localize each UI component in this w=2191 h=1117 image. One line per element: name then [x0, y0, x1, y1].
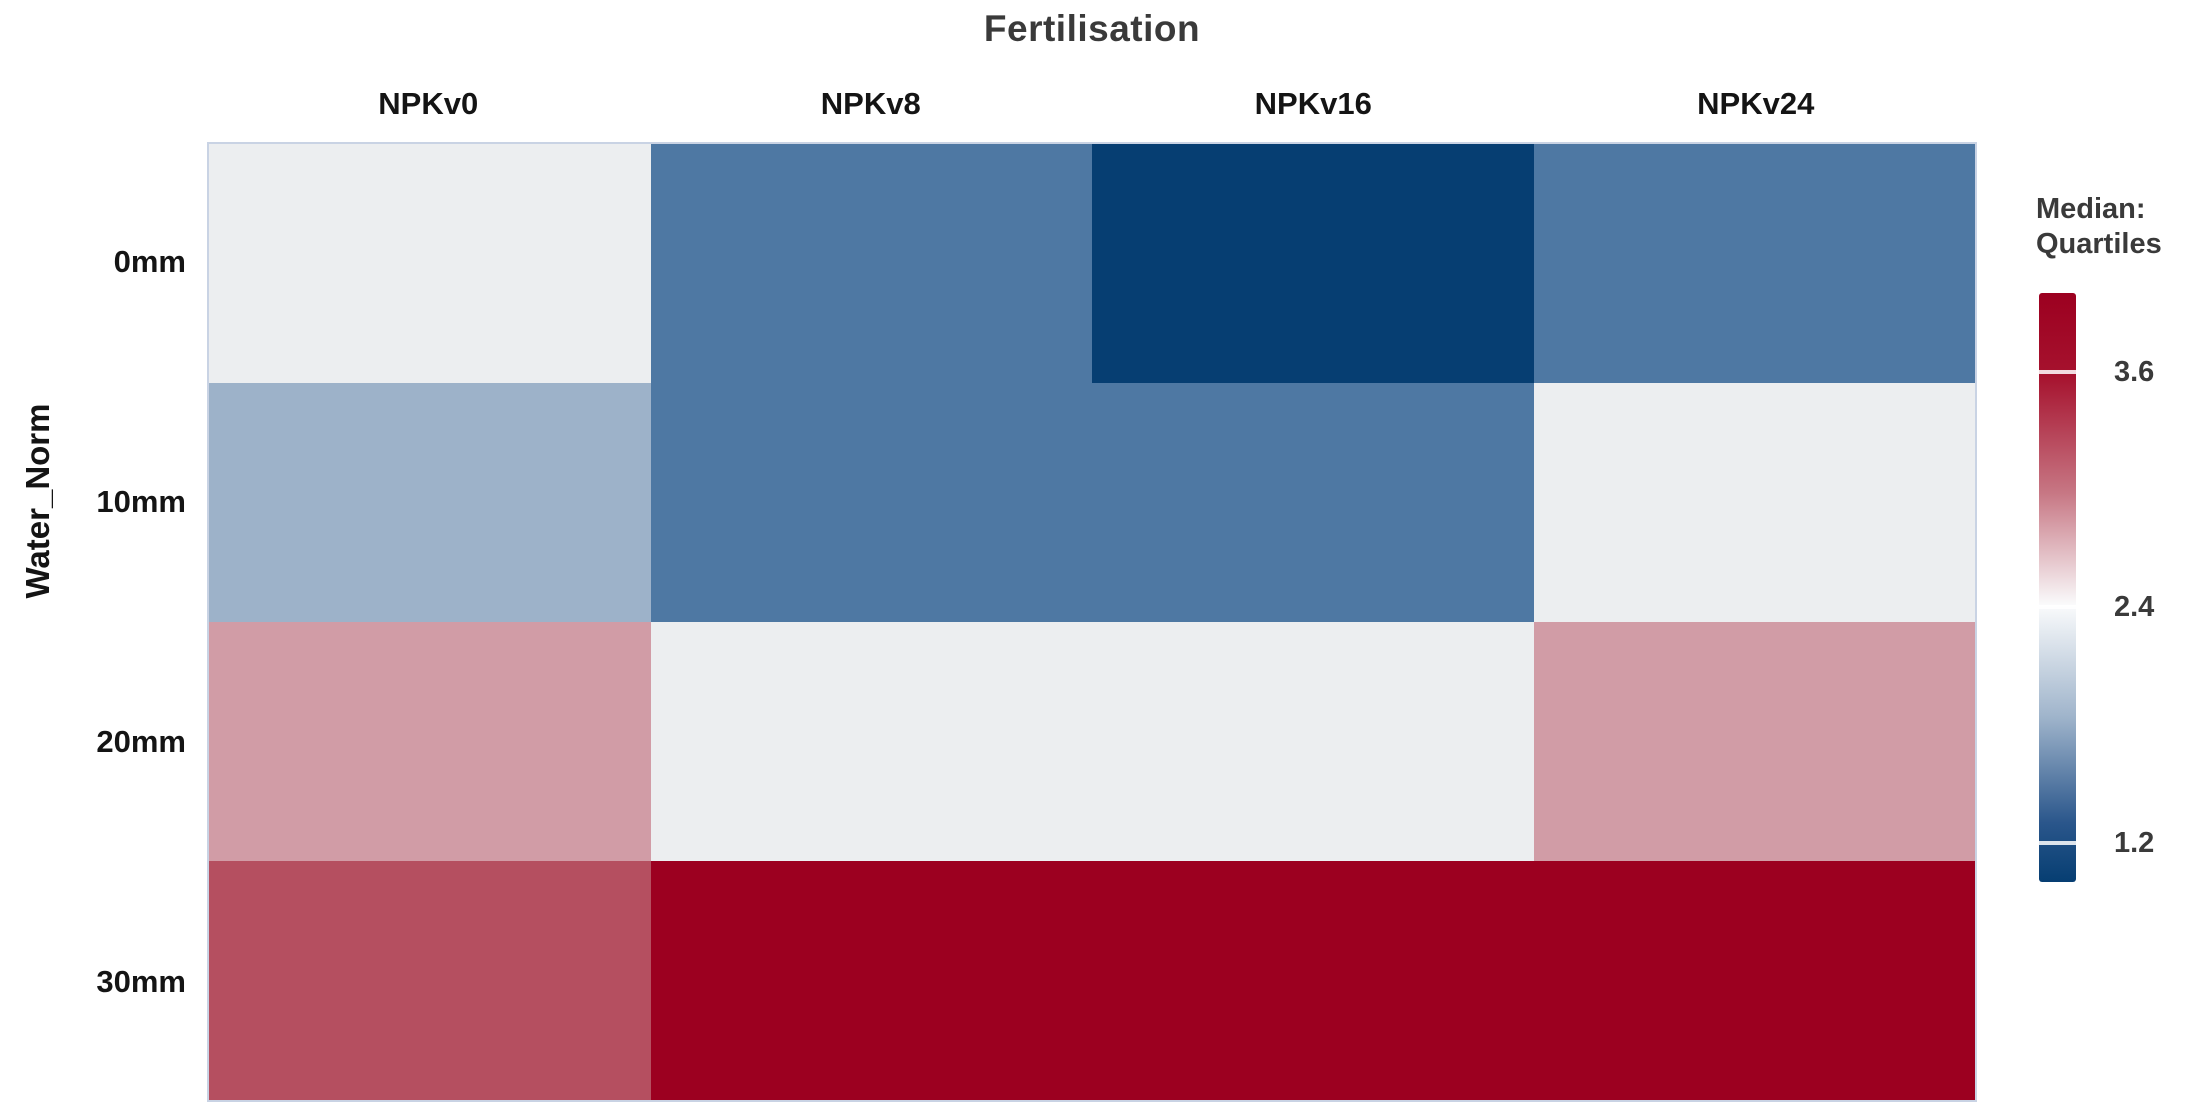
heatmap-cell-20mm-NPKv16[interactable] [1092, 622, 1534, 861]
colorbar-tickline-3.6 [2039, 369, 2076, 374]
heatmap-cell-0mm-NPKv0[interactable] [209, 144, 651, 383]
heatmap-cell-10mm-NPKv16[interactable] [1092, 383, 1534, 622]
x-axis-label-npkv0: NPKv0 [378, 86, 479, 121]
x-axis-labels: NPKv0 NPKv8 NPKv16 NPKv24 [207, 86, 1977, 122]
y-axis-label-30mm: 30mm [96, 964, 186, 999]
y-axis-label-10mm: 10mm [96, 484, 186, 519]
x-axis-label-npkv8: NPKv8 [820, 86, 921, 121]
heatmap-cell-0mm-NPKv8[interactable] [650, 144, 1092, 383]
legend-tick-2.4: 2.4 [2114, 591, 2155, 623]
heatmap-cell-10mm-NPKv8[interactable] [650, 383, 1092, 622]
heatmap-cell-30mm-NPKv16[interactable] [1092, 861, 1534, 1100]
x-axis-label-npkv24: NPKv24 [1697, 86, 1815, 121]
heatmap-cell-20mm-NPKv0[interactable] [209, 622, 651, 861]
legend-tick-3.6: 3.6 [2114, 356, 2155, 388]
heatmap-cell-30mm-NPKv24[interactable] [1533, 861, 1975, 1100]
y-axis-label-0mm: 0mm [113, 244, 186, 279]
legend-colorbar [2039, 293, 2076, 882]
heatmap-cell-0mm-NPKv16[interactable] [1092, 144, 1534, 383]
colorbar-tickline-2.4 [2039, 605, 2076, 610]
heatmap-cell-20mm-NPKv8[interactable] [650, 622, 1092, 861]
chart-title: Fertilisation [983, 8, 1201, 49]
legend-title-line2: Quartiles [2036, 228, 2162, 260]
legend-tick-1.2: 1.2 [2114, 827, 2155, 859]
heatmap-cell-20mm-NPKv24[interactable] [1533, 622, 1975, 861]
legend-title-line1: Median: [2036, 193, 2146, 225]
x-axis-label-npkv16: NPKv16 [1254, 86, 1372, 121]
colorbar-tickline-1.2 [2039, 840, 2076, 845]
heatmap-grid [207, 142, 1977, 1102]
legend-title: Median: Quartiles [2036, 192, 2162, 262]
heatmap-cell-30mm-NPKv0[interactable] [209, 861, 651, 1100]
y-axis-label-20mm: 20mm [96, 724, 186, 759]
heatmap-cell-10mm-NPKv24[interactable] [1533, 383, 1975, 622]
heatmap-cell-30mm-NPKv8[interactable] [650, 861, 1092, 1100]
heatmap-cell-0mm-NPKv24[interactable] [1533, 144, 1975, 383]
heatmap-cell-10mm-NPKv0[interactable] [209, 383, 651, 622]
